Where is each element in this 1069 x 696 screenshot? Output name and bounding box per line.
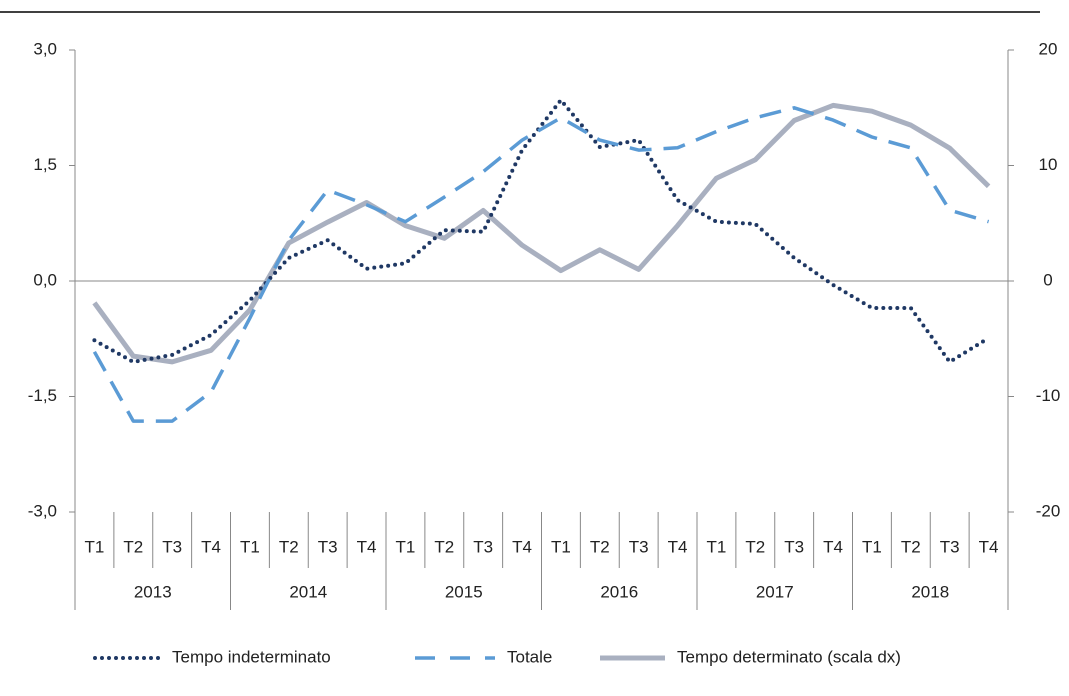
y2-tick-label: 10	[1039, 155, 1058, 174]
x-tick-label: T3	[629, 537, 649, 556]
x-tick-label: T2	[123, 537, 143, 556]
y2-tick-label: 0	[1043, 270, 1052, 289]
x-tick-label: T3	[473, 537, 493, 556]
y2-tick-label: -20	[1036, 501, 1061, 520]
year-label: 2013	[134, 582, 172, 601]
x-tick-label: T2	[745, 537, 765, 556]
y-tick-label: 1,5	[33, 155, 57, 174]
x-tick-label: T3	[162, 537, 182, 556]
series-line	[92, 106, 990, 423]
legend-label: Totale	[507, 647, 552, 666]
y2-tick-label: 20	[1039, 39, 1058, 58]
series-line	[92, 98, 991, 364]
x-tick-label: T2	[434, 537, 454, 556]
x-tick-label: T3	[318, 537, 338, 556]
x-tick-label: T4	[357, 537, 377, 556]
y-tick-label: 0,0	[33, 270, 57, 289]
year-label: 2018	[911, 582, 949, 601]
x-tick-label: T1	[85, 537, 105, 556]
x-tick-label: T4	[979, 537, 999, 556]
year-label: 2016	[600, 582, 638, 601]
x-tick-label: T1	[240, 537, 260, 556]
x-tick-label: T2	[901, 537, 921, 556]
x-tick-label: T4	[823, 537, 843, 556]
legend-label: Tempo indeterminato	[172, 647, 331, 666]
x-tick-label: T1	[551, 537, 571, 556]
year-label: 2017	[756, 582, 794, 601]
year-label: 2014	[289, 582, 327, 601]
year-label: 2015	[445, 582, 483, 601]
x-tick-label: T4	[512, 537, 532, 556]
x-tick-label: T1	[707, 537, 727, 556]
x-tick-label: T3	[940, 537, 960, 556]
y-tick-label: -3,0	[28, 501, 57, 520]
x-tick-label: T1	[396, 537, 416, 556]
legend-label: Tempo determinato (scala dx)	[677, 647, 901, 666]
x-tick-label: T4	[668, 537, 688, 556]
y-tick-label: 3,0	[33, 39, 57, 58]
x-tick-label: T2	[590, 537, 610, 556]
x-tick-label: T4	[201, 537, 221, 556]
x-tick-label: T1	[862, 537, 882, 556]
x-tick-label: T3	[784, 537, 804, 556]
y-tick-label: -1,5	[28, 386, 57, 405]
series-line	[92, 102, 991, 365]
y2-tick-label: -10	[1036, 386, 1061, 405]
x-tick-label: T2	[279, 537, 299, 556]
